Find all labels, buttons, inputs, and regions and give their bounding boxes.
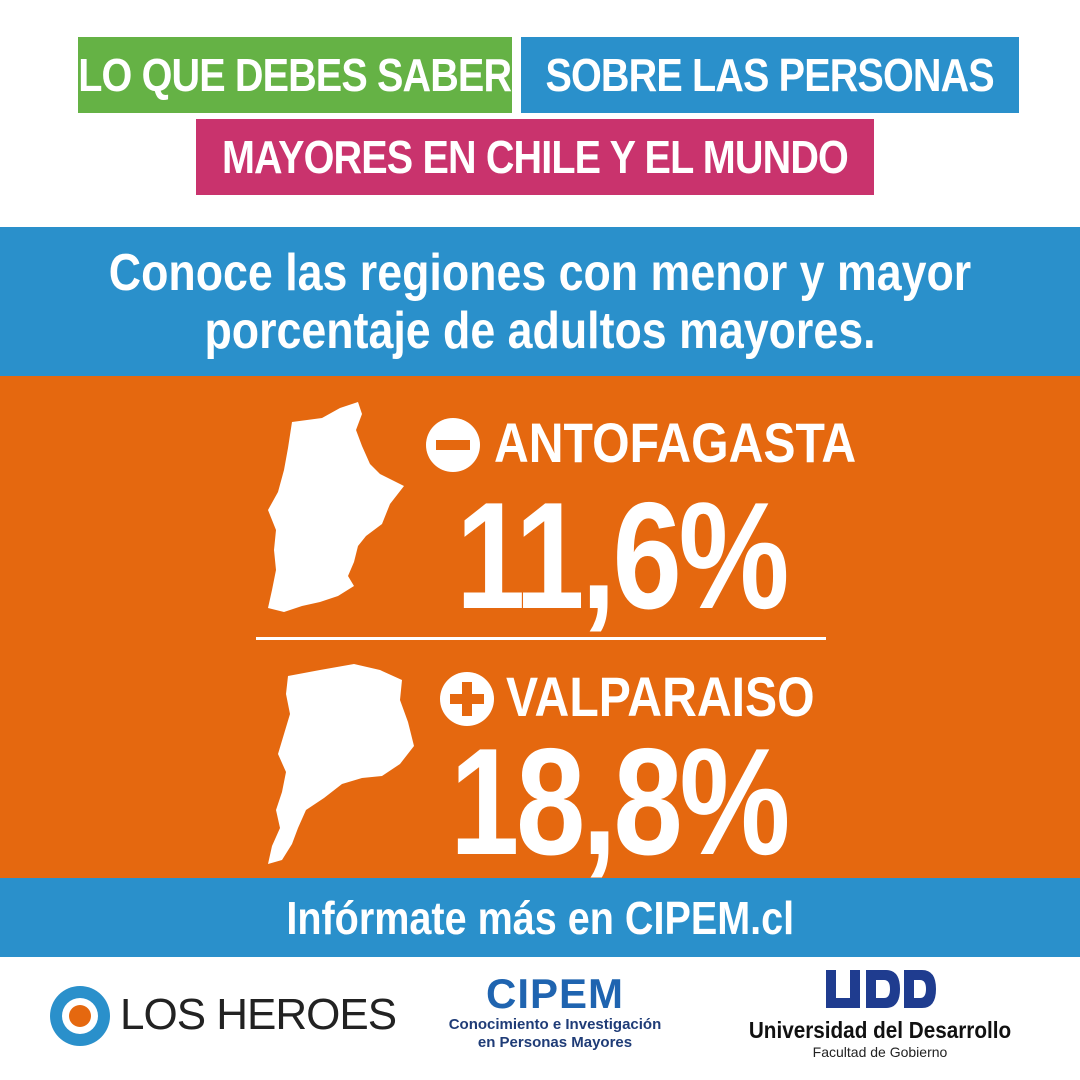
udd-name: Universidad del Desarrollo <box>748 1017 1012 1043</box>
region-name-min: ANTOFAGASTA <box>494 411 857 474</box>
title-tag-2: SOBRE LAS PERSONAS <box>521 37 1019 113</box>
cipem-title: CIPEM <box>485 970 624 1017</box>
udd-emblem-icon <box>826 970 936 1008</box>
cipem-subtitle-1: Conocimiento e Investigación <box>448 1016 662 1033</box>
headline-line-2: porcentaje de adultos mayores. <box>204 301 876 360</box>
los-heroes-wordmark: LOS HEROES <box>120 990 397 1039</box>
cta-text[interactable]: Infórmate más en CIPEM.cl <box>286 891 794 944</box>
cta-banner[interactable]: Infórmate más en CIPEM.cl <box>0 878 1080 957</box>
cipem-logo: CIPEM Conocimiento e Investigación en Pe… <box>420 972 690 1062</box>
stats-panel <box>0 376 1080 878</box>
valparaiso-map-icon <box>268 664 414 864</box>
divider <box>256 637 826 640</box>
headline-line-1: Conoce las regiones con menor y mayor <box>108 243 972 302</box>
title-tag-1: LO QUE DEBES SABER <box>78 37 512 113</box>
udd-subtitle: Facultad de Gobierno <box>812 1044 948 1060</box>
minus-icon <box>426 418 480 472</box>
los-heroes-logo: LOS HEROES <box>48 980 397 1050</box>
headline-banner: Conoce las regiones con menor y mayor po… <box>0 227 1080 376</box>
los-heroes-emblem-icon <box>50 986 110 1046</box>
antofagasta-map-icon <box>268 402 404 612</box>
udd-logo: Universidad del Desarrollo Facultad de G… <box>730 968 1030 1068</box>
title-tag-3: MAYORES EN CHILE Y EL MUNDO <box>196 119 874 195</box>
plus-icon <box>440 672 494 726</box>
cipem-subtitle-2: en Personas Mayores <box>477 1034 633 1051</box>
percentage-max: 18,8% <box>450 717 790 887</box>
region-name-max: VALPARAISO <box>506 665 815 728</box>
percentage-min: 11,6% <box>456 471 789 641</box>
